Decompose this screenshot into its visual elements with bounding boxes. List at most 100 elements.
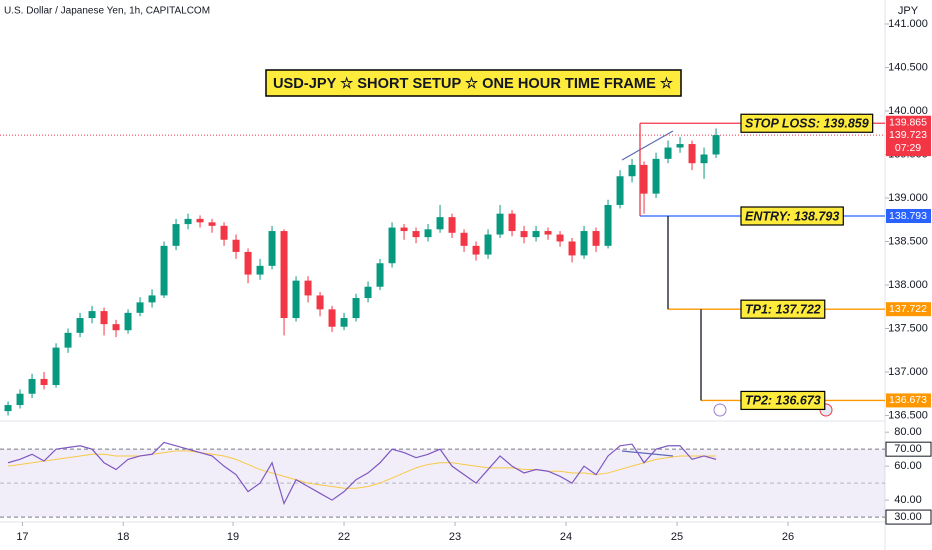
candle-body: [496, 213, 504, 235]
candle-body: [508, 213, 516, 232]
rsi-line: [7, 450, 717, 489]
y-tick-label: 140.500: [888, 61, 928, 73]
candle-body: [280, 231, 288, 319]
candle-body: [616, 176, 624, 205]
chart-title: U.S. Dollar / Japanese Yen, 1h, CAPITALC…: [4, 6, 210, 17]
y-tick-label: 137.000: [888, 366, 928, 378]
rsi-tag-box: [885, 509, 932, 525]
candle-body: [52, 347, 60, 386]
axis-tag: 137.722: [886, 302, 931, 317]
level-label-text: TP2: 136.673: [745, 394, 821, 408]
candle-body: [340, 318, 348, 327]
axis-tag: 136.673: [886, 393, 931, 408]
candle-body: [160, 245, 168, 296]
y-tick-label: 139.000: [888, 192, 928, 204]
candle-body: [532, 231, 540, 238]
x-tick-label: 26: [782, 531, 794, 543]
y-tick-label: 138.000: [888, 279, 928, 291]
axis-tag: 139.865: [886, 115, 931, 130]
candle-body: [292, 280, 300, 319]
banner: USD-JPY ☆ SHORT SETUP ☆ ONE HOUR TIME FR…: [265, 69, 682, 97]
x-tick-label: 24: [560, 531, 572, 543]
axis-tag-label: 137.722: [889, 303, 927, 315]
x-tick-label: 18: [117, 531, 129, 543]
candle-body: [268, 231, 276, 266]
x-tick-label: 23: [449, 531, 461, 543]
axis-tag-box: [886, 128, 931, 157]
axis-tag-label: 139.723: [889, 129, 927, 141]
candle-body: [208, 222, 216, 226]
rsi-tag-box: [885, 441, 932, 457]
candle-body: [256, 265, 264, 275]
candle-body: [484, 234, 492, 255]
x-tick-label: 25: [671, 531, 683, 543]
candle-body: [376, 263, 384, 287]
candle-body: [316, 295, 324, 310]
axis-tag-box: [886, 209, 931, 224]
candle-body: [328, 309, 336, 327]
y-tick-label: 80.00: [894, 426, 922, 438]
candle-body: [28, 378, 36, 394]
candle-body: [400, 227, 408, 232]
event-icon: [713, 403, 727, 417]
candle-body: [184, 218, 192, 225]
level-label-box: [740, 206, 844, 226]
axis-tag-box: [886, 115, 931, 130]
axis-tag-label: 136.673: [889, 394, 927, 406]
candle-body: [676, 144, 684, 148]
candle-body: [100, 311, 108, 325]
axis-tag-label: 139.865: [889, 117, 927, 129]
y-tick-label: 138.500: [888, 235, 928, 247]
candle-body: [424, 229, 432, 238]
axis-unit: JPY: [898, 5, 919, 17]
candle-body: [124, 312, 132, 331]
level-label-text: ENTRY: 138.793: [745, 209, 839, 223]
candle-body: [16, 393, 24, 406]
candle-body: [76, 318, 84, 333]
level-label: STOP LOSS: 139.859: [740, 113, 874, 133]
candle-body: [388, 227, 396, 264]
candle-body: [472, 245, 480, 255]
candle-body: [136, 302, 144, 313]
candle-body: [112, 324, 120, 331]
event-icons: [713, 403, 833, 417]
candle-body: [688, 144, 696, 164]
candle-body: [544, 231, 552, 235]
candle-body: [40, 378, 48, 386]
candle-body: [220, 225, 228, 240]
candle-body: [352, 298, 360, 319]
candle-body: [364, 286, 372, 299]
candle-body: [148, 295, 156, 303]
rsi-line: [7, 441, 717, 506]
y-tick-label: 70.00: [894, 443, 922, 455]
candle-body: [460, 232, 468, 246]
level-label-box: [740, 113, 874, 133]
candle-body: [436, 217, 444, 230]
candle-body: [556, 234, 564, 242]
candle-body: [640, 164, 648, 194]
level-label-box: [740, 299, 826, 319]
x-tick-label: 17: [16, 531, 28, 543]
candle-body: [196, 218, 204, 223]
axis-tag-countdown: 07:29: [895, 142, 921, 154]
level-label-box: [740, 390, 826, 411]
candle-body: [592, 231, 600, 246]
y-tick-label: 137.500: [888, 322, 928, 334]
candle-body: [568, 241, 576, 256]
level-label-text: TP1: 137.722: [745, 302, 821, 316]
y-tick-label: 141.000: [888, 18, 928, 30]
level-label: TP1: 137.722: [740, 299, 826, 319]
candle-body: [652, 158, 660, 194]
axis-tag-label: 138.793: [889, 210, 927, 222]
candle-body: [628, 164, 636, 177]
candle-body: [712, 135, 720, 155]
level-label: ENTRY: 138.793: [740, 206, 844, 226]
banner-box: [265, 69, 682, 97]
candle-body: [520, 231, 528, 238]
axis-tag: 138.793: [886, 209, 931, 224]
level-label: TP2: 136.673: [740, 390, 826, 411]
candle-body: [172, 224, 180, 246]
y-tick-label: 40.00: [894, 494, 922, 506]
